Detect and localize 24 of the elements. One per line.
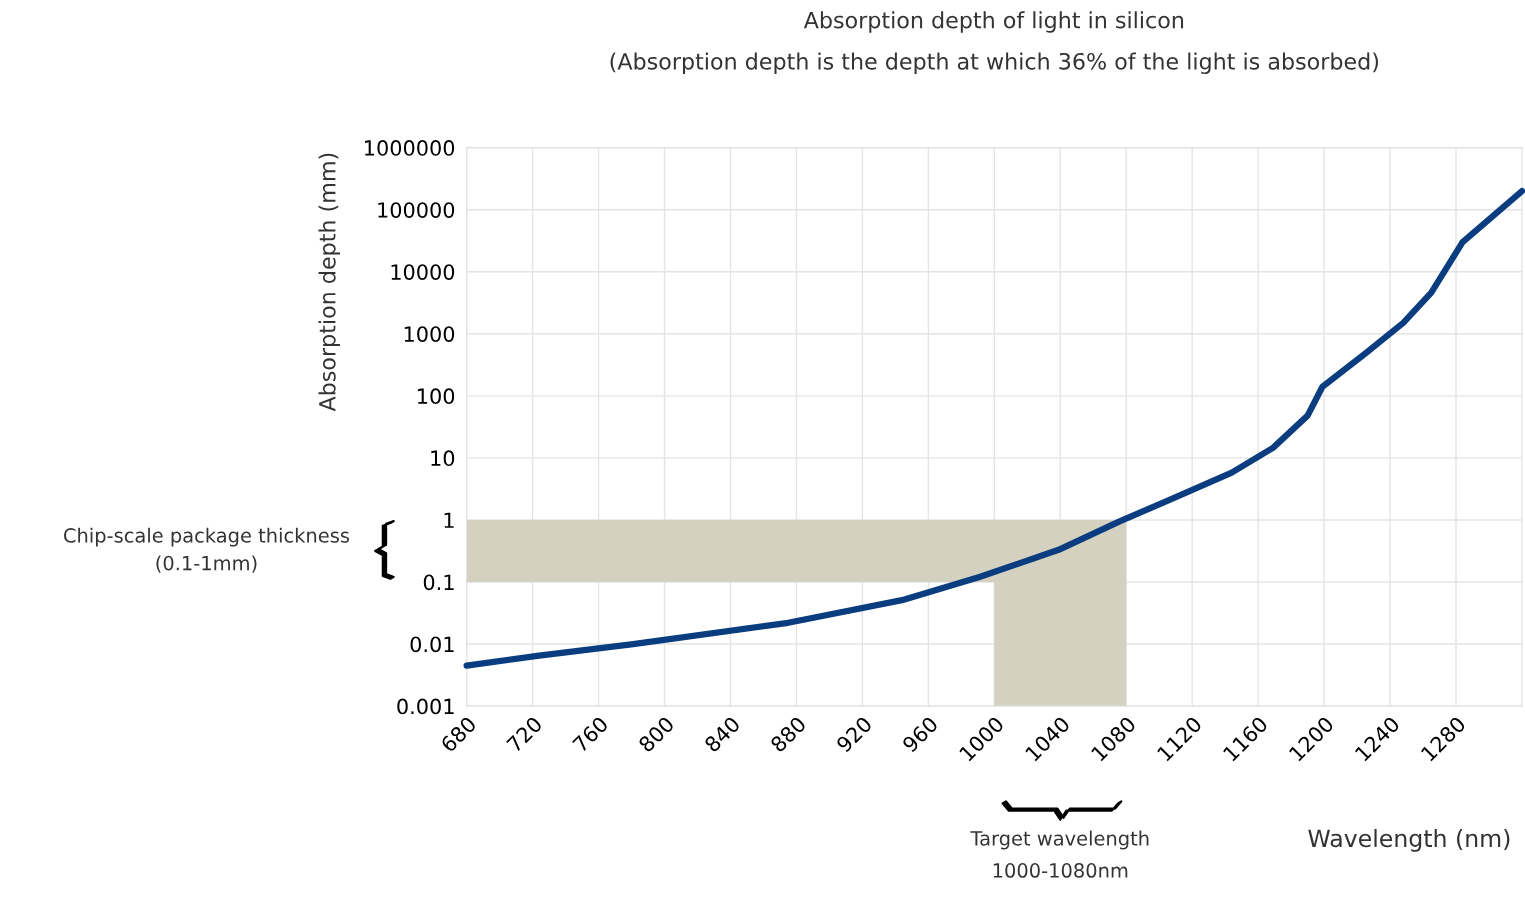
y-tick-label: 1000 xyxy=(404,326,455,342)
y-tick-label: 0.1 xyxy=(423,574,454,591)
y-tick-label: 100000 xyxy=(378,202,455,218)
y-tick-label: 10 xyxy=(431,450,455,467)
y-tick-label: 0.001 xyxy=(397,698,454,715)
y-tick-label: 1000000 xyxy=(365,140,455,156)
x-tick-label: 880 xyxy=(769,715,807,753)
x-tick-label: 680 xyxy=(439,715,478,753)
text: Chip-scale package thickness (0.1-1mm) xyxy=(64,527,350,573)
x-tick-label: 760 xyxy=(571,715,609,753)
y-tick-label: 100 xyxy=(418,388,455,405)
x-tick-label: 720 xyxy=(505,715,544,753)
x-tick-label: 840 xyxy=(703,715,741,753)
chart-subtitle: (Absorption depth is the depth at which 36% of the light is absorbed) xyxy=(610,52,1379,75)
x-axis-title: Wavelength (nm) xyxy=(1308,828,1510,852)
chart-title: Absorption depth of light in silicon xyxy=(803,11,1184,33)
x-tick-label: 920 xyxy=(835,715,873,754)
text: Target wavelength 1000-1080nm xyxy=(970,830,1149,878)
x-tick-label: 800 xyxy=(637,715,675,753)
y-tick-label: 10000 xyxy=(391,264,455,280)
y-tick-label: 1 xyxy=(444,512,454,528)
y-tick-label: 0.01 xyxy=(410,636,454,653)
x-tick-label: 960 xyxy=(901,715,939,754)
y-axis-title: Absorption depth (mm) xyxy=(318,153,341,412)
